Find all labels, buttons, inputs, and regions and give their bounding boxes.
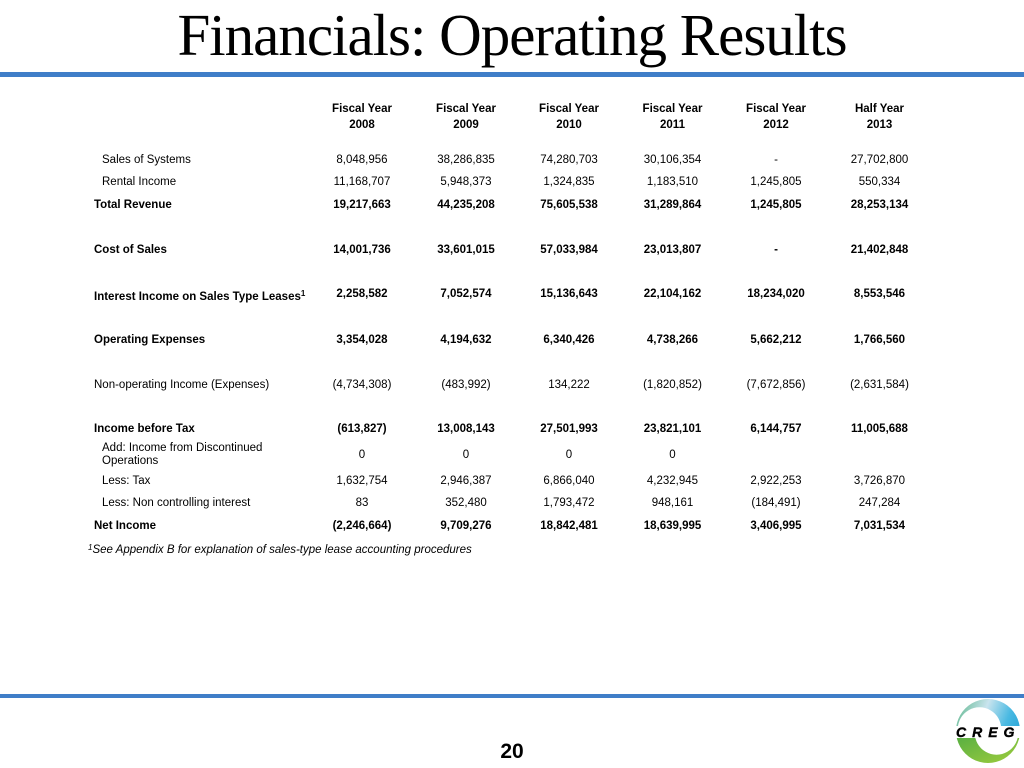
svg-text:CREG: CREG [956,724,1020,740]
